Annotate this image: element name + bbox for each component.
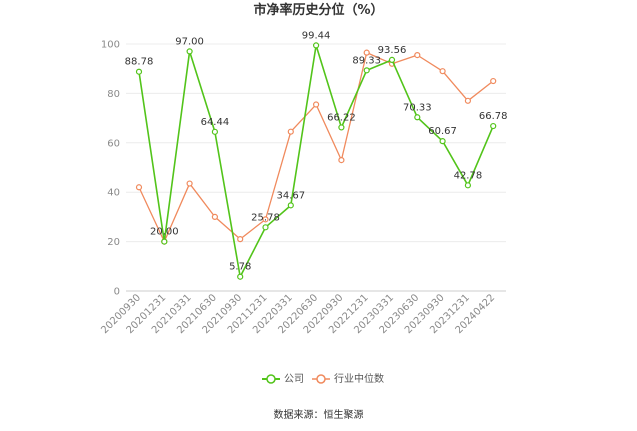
data-point-industry-median[interactable] <box>186 180 193 187</box>
legend-label-industry-median: 行业中位数 <box>334 372 384 385</box>
data-point-company[interactable] <box>287 202 294 209</box>
legend-item-company[interactable]: 公司 <box>262 374 304 385</box>
data-point-industry-median[interactable] <box>464 97 471 104</box>
data-label: 89.33 <box>352 55 381 66</box>
data-label: 66.78 <box>479 111 508 122</box>
data-point-company[interactable] <box>363 67 370 74</box>
y-tick-label: 0 <box>114 287 120 298</box>
data-point-company[interactable] <box>262 224 269 231</box>
data-source: 数据来源：恒生聚源 <box>274 408 364 421</box>
data-point-industry-median[interactable] <box>262 216 269 223</box>
data-point-industry-median[interactable] <box>414 52 421 59</box>
data-point-company[interactable] <box>135 68 143 75</box>
data-point-industry-median[interactable] <box>211 213 218 220</box>
data-label: 99.44 <box>302 30 331 41</box>
data-point-company[interactable] <box>211 128 218 135</box>
data-point-industry-median[interactable] <box>237 236 244 243</box>
data-label: 66.22 <box>327 112 356 123</box>
data-point-industry-median[interactable] <box>313 101 320 108</box>
data-label: 97.00 <box>175 36 204 47</box>
data-point-company[interactable] <box>161 238 168 245</box>
x-axis-ticks: 2020093020201231202103312021063020210930… <box>99 292 497 336</box>
legend-item-industry-median[interactable]: 行业中位数 <box>312 372 384 385</box>
data-point-company[interactable] <box>338 124 345 131</box>
data-label: 64.44 <box>201 117 230 128</box>
data-label: 88.78 <box>125 57 154 68</box>
data-labels: 88.78 20.00 97.00 64.44 5.78 25.78 34.67 99.44 6… <box>125 30 508 272</box>
legend-marker-industry-median <box>316 374 326 384</box>
data-point-company[interactable] <box>237 273 244 280</box>
y-tick-label: 80 <box>107 89 120 100</box>
data-point-company[interactable] <box>439 138 446 145</box>
data-point-industry-median[interactable] <box>287 128 294 135</box>
data-label: 60.67 <box>428 126 457 137</box>
chart-title: 市净率历史分位（%） <box>253 2 383 18</box>
y-axis-ticks: 0 20 40 60 80 100 <box>101 40 120 298</box>
legend-label-company: 公司 <box>284 374 304 385</box>
data-point-company[interactable] <box>388 56 396 64</box>
data-point-company[interactable] <box>313 42 320 49</box>
legend-marker-company <box>266 374 276 384</box>
data-point-company[interactable] <box>414 114 421 121</box>
data-point-company[interactable] <box>490 122 497 130</box>
data-point-company[interactable] <box>464 182 471 189</box>
data-label: 93.56 <box>378 45 407 56</box>
data-label: 42.78 <box>454 170 483 181</box>
y-tick-label: 20 <box>107 237 120 248</box>
y-tick-label: 100 <box>101 40 120 51</box>
data-label: 20.00 <box>150 227 179 238</box>
data-label: 70.33 <box>403 102 432 113</box>
data-point-industry-median[interactable] <box>490 77 497 85</box>
data-label: 5.78 <box>229 262 251 273</box>
data-point-company[interactable] <box>186 48 193 55</box>
legend: 公司 行业中位数 <box>262 372 384 385</box>
data-label: 25.78 <box>251 212 280 223</box>
y-tick-label: 60 <box>107 138 120 149</box>
gridlines <box>126 43 506 243</box>
data-point-industry-median[interactable] <box>338 156 345 164</box>
series-line-industry-median <box>138 51 494 243</box>
y-tick-label: 40 <box>107 188 120 199</box>
data-point-industry-median[interactable] <box>135 184 143 191</box>
data-label: 34.67 <box>276 190 305 201</box>
data-point-industry-median[interactable] <box>363 49 370 56</box>
series-group <box>135 42 497 280</box>
data-point-industry-median[interactable] <box>439 68 446 75</box>
